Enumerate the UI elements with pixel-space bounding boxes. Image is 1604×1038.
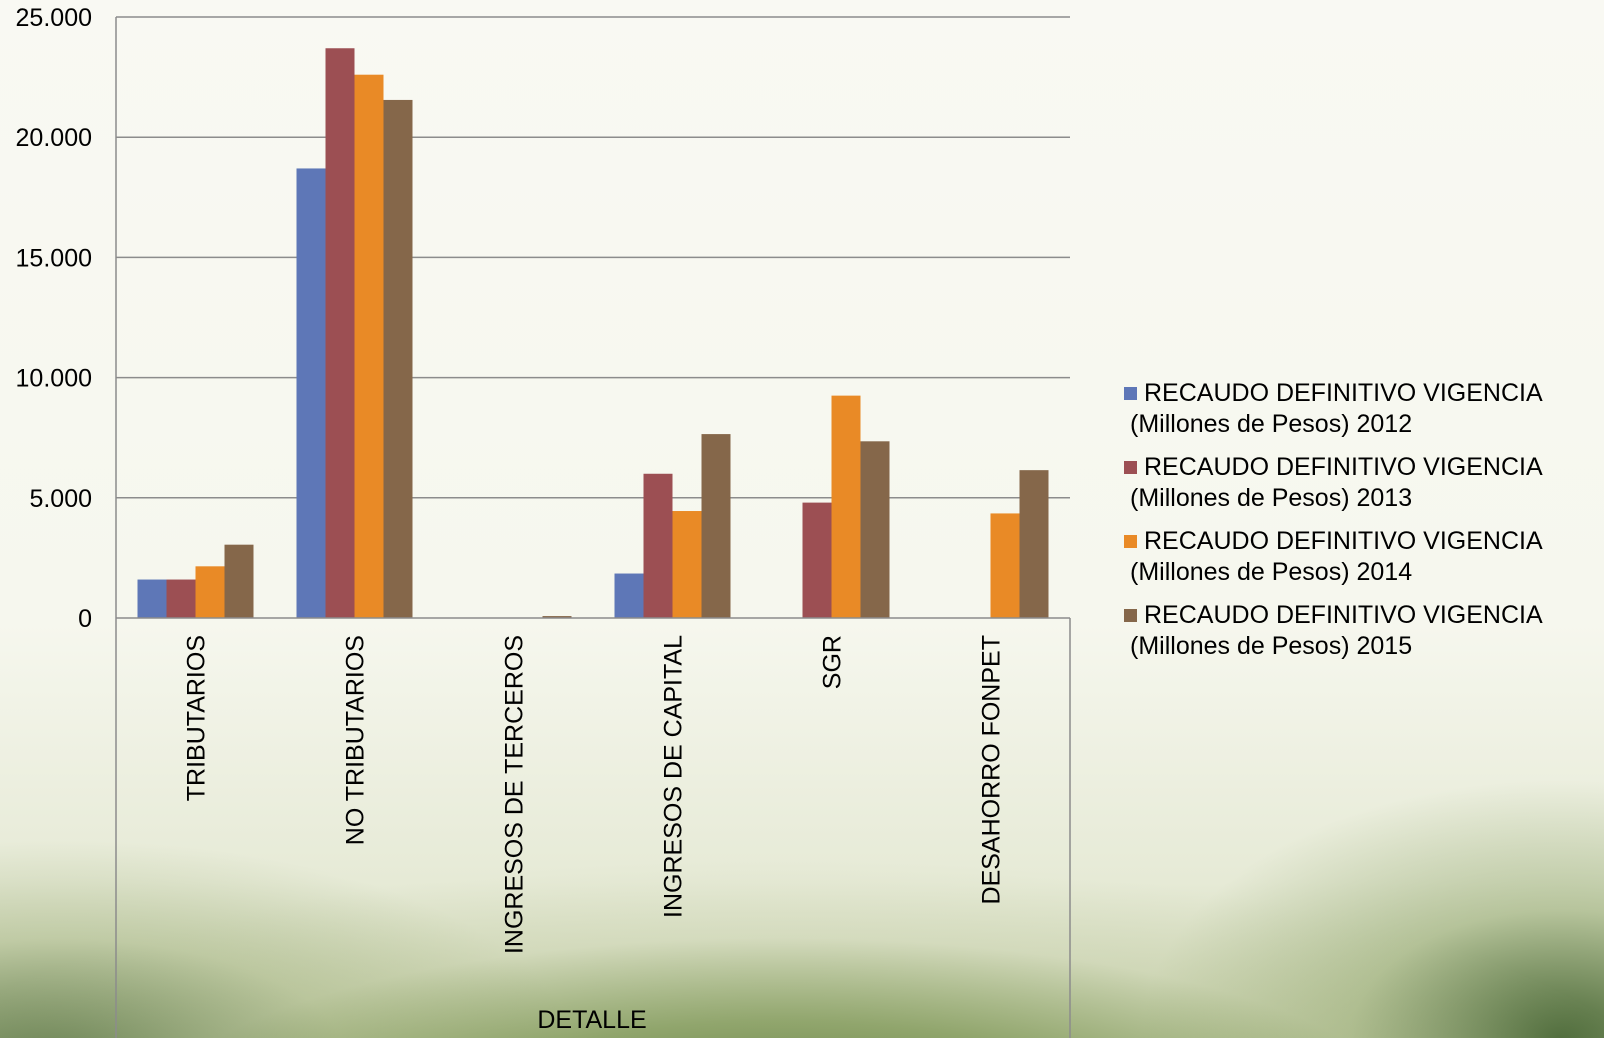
- legend-label-line2: (Millones de Pesos) 2014: [1130, 558, 1413, 586]
- x-tick-labels: TRIBUTARIOS NO TRIBUTARIOS INGRESOS DE TER…: [183, 635, 1006, 954]
- legend-label-line1: RECAUDO DEFINITIVO VIGENCIA: [1144, 601, 1543, 629]
- legend-item-2015: RECAUDO DEFINITIVO VIGENCIA (Millones de…: [1124, 600, 1570, 662]
- y-tick-label: 0: [78, 605, 92, 633]
- legend-item-2013: RECAUDO DEFINITIVO VIGENCIA (Millones de…: [1124, 452, 1570, 514]
- legend: RECAUDO DEFINITIVO VIGENCIA (Millones de…: [1124, 378, 1570, 674]
- legend-label-line2: (Millones de Pesos) 2015: [1130, 632, 1413, 660]
- bar: [701, 434, 731, 618]
- bar: [802, 502, 832, 618]
- bar: [137, 579, 167, 618]
- y-tick-label: 20.000: [16, 124, 92, 152]
- legend-swatch-2014: [1124, 535, 1137, 548]
- bar: [1019, 470, 1049, 618]
- x-tick-label: INGRESOS DE TERCEROS: [501, 635, 529, 954]
- bar: [990, 513, 1020, 618]
- bar: [831, 395, 861, 618]
- bar: [195, 566, 225, 618]
- x-tick-label: TRIBUTARIOS: [183, 635, 211, 801]
- legend-swatch-2015: [1124, 609, 1137, 622]
- legend-swatch-2012: [1124, 387, 1137, 400]
- legend-label-line1: RECAUDO DEFINITIVO VIGENCIA: [1144, 453, 1543, 481]
- legend-label-line1: RECAUDO DEFINITIVO VIGENCIA: [1144, 379, 1543, 407]
- bar: [614, 573, 644, 618]
- y-tick-label: 10.000: [16, 365, 92, 393]
- legend-swatch-2013: [1124, 461, 1137, 474]
- legend-item-2012: RECAUDO DEFINITIVO VIGENCIA (Millones de…: [1124, 378, 1570, 440]
- y-tick-label: 5.000: [29, 485, 92, 513]
- bar: [542, 616, 572, 618]
- x-axis-label: DETALLE: [537, 1006, 646, 1034]
- bars: [137, 48, 1049, 619]
- bar: [383, 99, 413, 619]
- bar: [672, 511, 702, 618]
- bar: [860, 441, 890, 618]
- bar: [166, 579, 196, 618]
- gridlines: [116, 16, 1070, 499]
- bar: [224, 544, 254, 618]
- x-tick-label: INGRESOS DE CAPITAL: [660, 635, 688, 918]
- x-tick-label: DESAHORRO FONPET: [978, 635, 1006, 904]
- x-tick-label: NO TRIBUTARIOS: [342, 635, 370, 845]
- bar: [643, 473, 673, 618]
- y-tick-label: 25.000: [16, 4, 92, 32]
- bar: [296, 168, 326, 618]
- x-tick-label: SGR: [819, 635, 847, 689]
- legend-label-line1: RECAUDO DEFINITIVO VIGENCIA: [1144, 527, 1543, 555]
- bar: [354, 74, 384, 619]
- bar: [325, 48, 355, 618]
- axes: [115, 17, 1071, 1038]
- y-tick-labels: 0 5.000 10.000 15.000 20.000 25.000: [16, 4, 92, 633]
- legend-label-line2: (Millones de Pesos) 2012: [1130, 410, 1413, 438]
- legend-label-line2: (Millones de Pesos) 2013: [1130, 484, 1413, 512]
- legend-item-2014: RECAUDO DEFINITIVO VIGENCIA (Millones de…: [1124, 526, 1570, 588]
- y-tick-label: 15.000: [16, 244, 92, 272]
